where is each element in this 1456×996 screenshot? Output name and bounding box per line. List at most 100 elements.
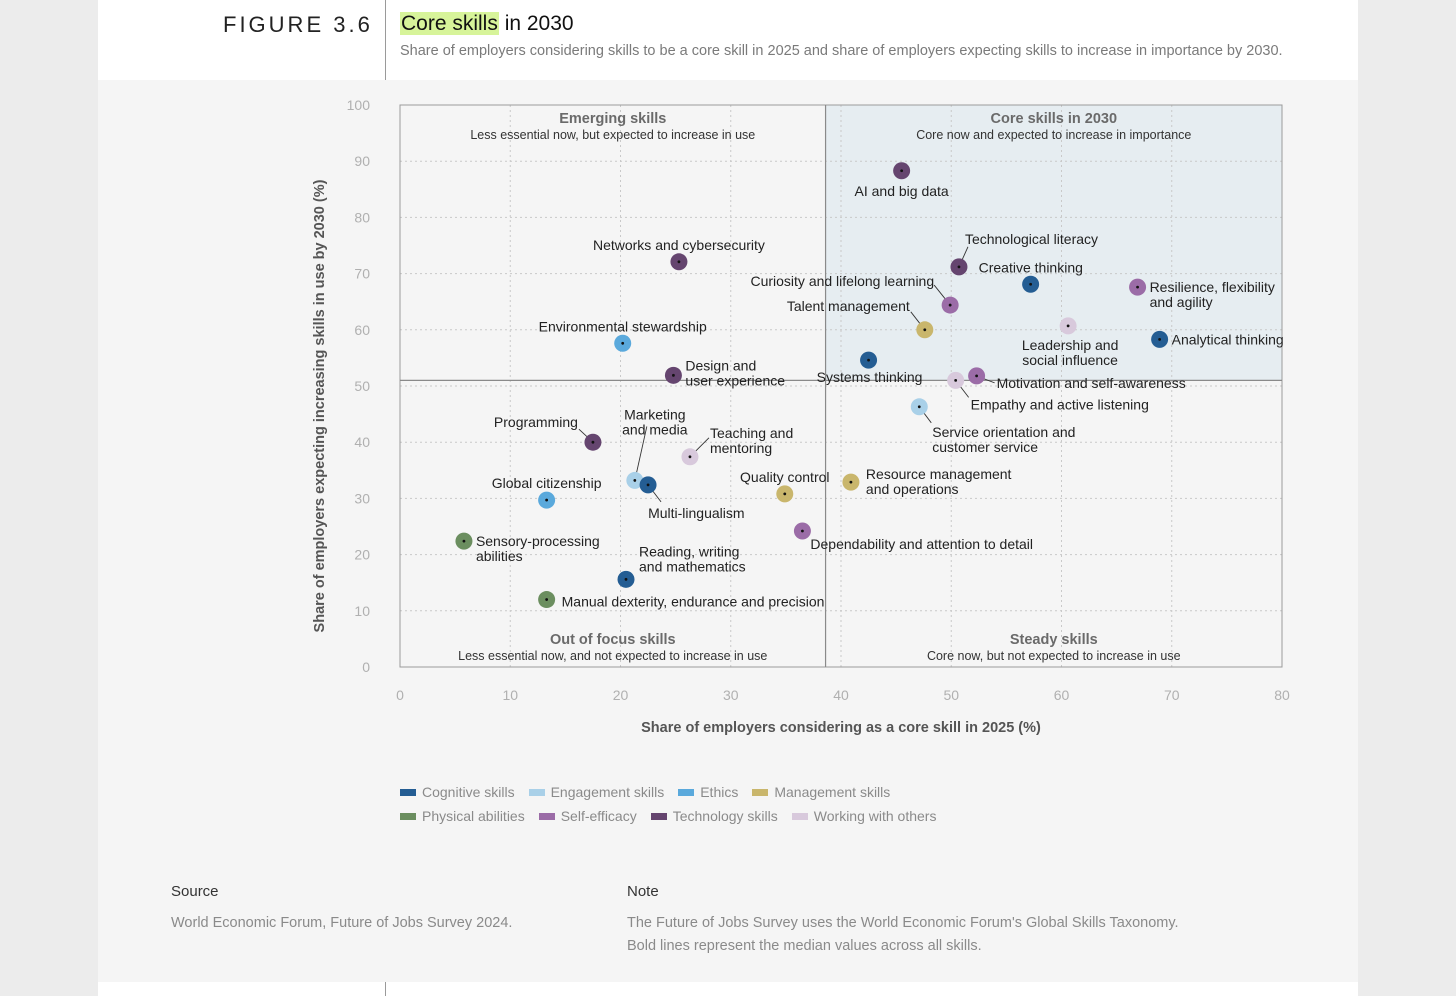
quadrant-description: Core now, but not expected to increase i… (927, 649, 1181, 663)
data-point-center (900, 169, 904, 173)
data-point-center (545, 598, 549, 601)
legend-item: Cognitive skills (400, 784, 515, 800)
quadrant-title: Out of focus skills (550, 632, 676, 648)
data-point-center (1136, 285, 1139, 289)
data-point-label: Technological literacy (965, 231, 1098, 247)
legend-item: Working with others (791, 808, 937, 824)
x-tick-label: 30 (723, 687, 739, 703)
data-point-center (923, 328, 927, 332)
figure-card: FIGURE 3.6 Core skills in 2030 Share of … (98, 0, 1358, 996)
y-axis-label: Share of employers expecting increasing … (312, 179, 328, 632)
x-tick-label: 10 (502, 687, 518, 703)
legend-item: Self-efficacy (538, 808, 637, 824)
data-point-label: customer service (932, 439, 1038, 455)
data-point-center (1158, 337, 1162, 341)
data-point-center (954, 378, 958, 382)
x-tick-label: 40 (833, 687, 849, 703)
data-point-label: Reading, writing (639, 543, 739, 559)
data-point-center (621, 341, 625, 345)
data-point-label: Analytical thinking (1172, 331, 1284, 347)
data-point-center (462, 539, 466, 543)
data-point-label: Environmental stewardship (539, 318, 707, 334)
data-point-label: Leadership and (1022, 337, 1119, 353)
x-axis-label: Share of employers considering as a core… (641, 720, 1041, 736)
note-heading: Note (627, 883, 659, 900)
data-point-label: Design and (685, 357, 756, 373)
y-tick-label: 30 (354, 490, 370, 506)
y-tick-label: 100 (347, 97, 371, 113)
data-point-label: and operations (866, 481, 959, 497)
data-point-center (545, 498, 549, 502)
legend-row: Cognitive skills Engagement skills Ethics M… (400, 780, 1100, 804)
x-tick-label: 0 (396, 687, 404, 703)
y-tick-label: 80 (354, 209, 370, 225)
legend-swatch (752, 788, 769, 796)
legend-swatch (678, 788, 695, 796)
figure-footer (98, 982, 1358, 996)
quadrant-title: Emerging skills (559, 111, 666, 127)
legend-item: Management skills (752, 784, 890, 800)
legend-label: Cognitive skills (422, 784, 515, 800)
legend-swatch (528, 788, 545, 796)
data-point-center (849, 480, 853, 484)
data-point-label: Multi-lingualism (648, 505, 744, 521)
y-tick-label: 70 (354, 266, 370, 282)
title-rest: in 2030 (498, 12, 574, 35)
core-quadrant-highlight (825, 105, 1282, 381)
data-point-center (867, 358, 870, 362)
legend-item: Technology skills (650, 808, 778, 824)
title-highlight: Core skills (400, 12, 499, 35)
figure-label: FIGURE 3.6 (223, 12, 373, 37)
y-tick-label: 60 (354, 322, 370, 338)
data-point-label: mentoring (710, 440, 772, 456)
x-tick-label: 20 (613, 687, 629, 703)
chart-title: Core skills in 2030 (400, 12, 574, 36)
data-point-center (672, 373, 675, 377)
y-tick-label: 10 (354, 603, 370, 619)
chart-legend: Cognitive skills Engagement skills Ethics M… (400, 780, 1100, 828)
data-point-label: Motivation and self-awareness (997, 375, 1186, 391)
legend-swatch (400, 788, 416, 796)
data-point-label: Curiosity and lifelong learning (750, 273, 934, 289)
legend-item: Engagement skills (528, 784, 664, 800)
source-text: World Economic Forum, Future of Jobs Sur… (171, 915, 513, 931)
data-point-label: Networks and cybersecurity (593, 237, 765, 253)
figure-header: FIGURE 3.6 Core skills in 2030 Share of … (98, 0, 1358, 80)
data-point-label: Global citizenship (492, 475, 602, 491)
data-point-label: Manual dexterity, endurance and precisio… (562, 594, 825, 610)
x-tick-label: 80 (1274, 687, 1290, 703)
legend-label: Ethics (700, 784, 739, 800)
data-point-center (917, 405, 921, 409)
data-point-label: Marketing (624, 406, 685, 422)
chart-subtitle: Share of employers considering skills to… (400, 43, 1283, 59)
data-point-center (957, 265, 961, 269)
scatter-chart: 0 10 20 30 40 50 60 70 80 0 10 20 30 40 50 60 70 80 90 100 S… (312, 97, 1290, 736)
data-point-label: Programming (494, 414, 578, 430)
data-point-center (633, 479, 637, 482)
y-tick-label: 20 (354, 547, 370, 563)
quadrant-title: Core skills in 2030 (991, 111, 1118, 127)
x-tick-label: 50 (943, 687, 959, 703)
legend-label: Self-efficacy (560, 808, 637, 824)
note-text: The Future of Jobs Survey uses the World… (627, 912, 1267, 958)
data-point-label: Empathy and active listening (971, 396, 1149, 412)
data-point-center (677, 260, 681, 264)
data-point-label: Service orientation and (932, 424, 1075, 440)
data-point-label: user experience (685, 372, 785, 388)
data-point-label: Resilience, flexibility (1150, 279, 1275, 295)
data-point-label: social influence (1022, 352, 1118, 368)
legend-label: Management skills (774, 784, 891, 800)
footer-divider (385, 982, 386, 996)
data-point-label: abilities (476, 548, 523, 564)
legend-label: Working with others (813, 808, 937, 824)
data-point-label: and media (622, 421, 688, 437)
y-tick-label: 90 (354, 153, 370, 169)
legend-swatch (650, 812, 667, 820)
data-point-center (948, 303, 952, 307)
data-point-label: Systems thinking (817, 369, 923, 385)
quadrant-description: Core now and expected to increase in imp… (916, 128, 1191, 142)
legend-item: Physical abilities (400, 808, 525, 824)
quadrant-description: Less essential now, but expected to incr… (470, 128, 755, 142)
data-point-label: and mathematics (639, 558, 746, 574)
data-point-center (801, 529, 804, 533)
